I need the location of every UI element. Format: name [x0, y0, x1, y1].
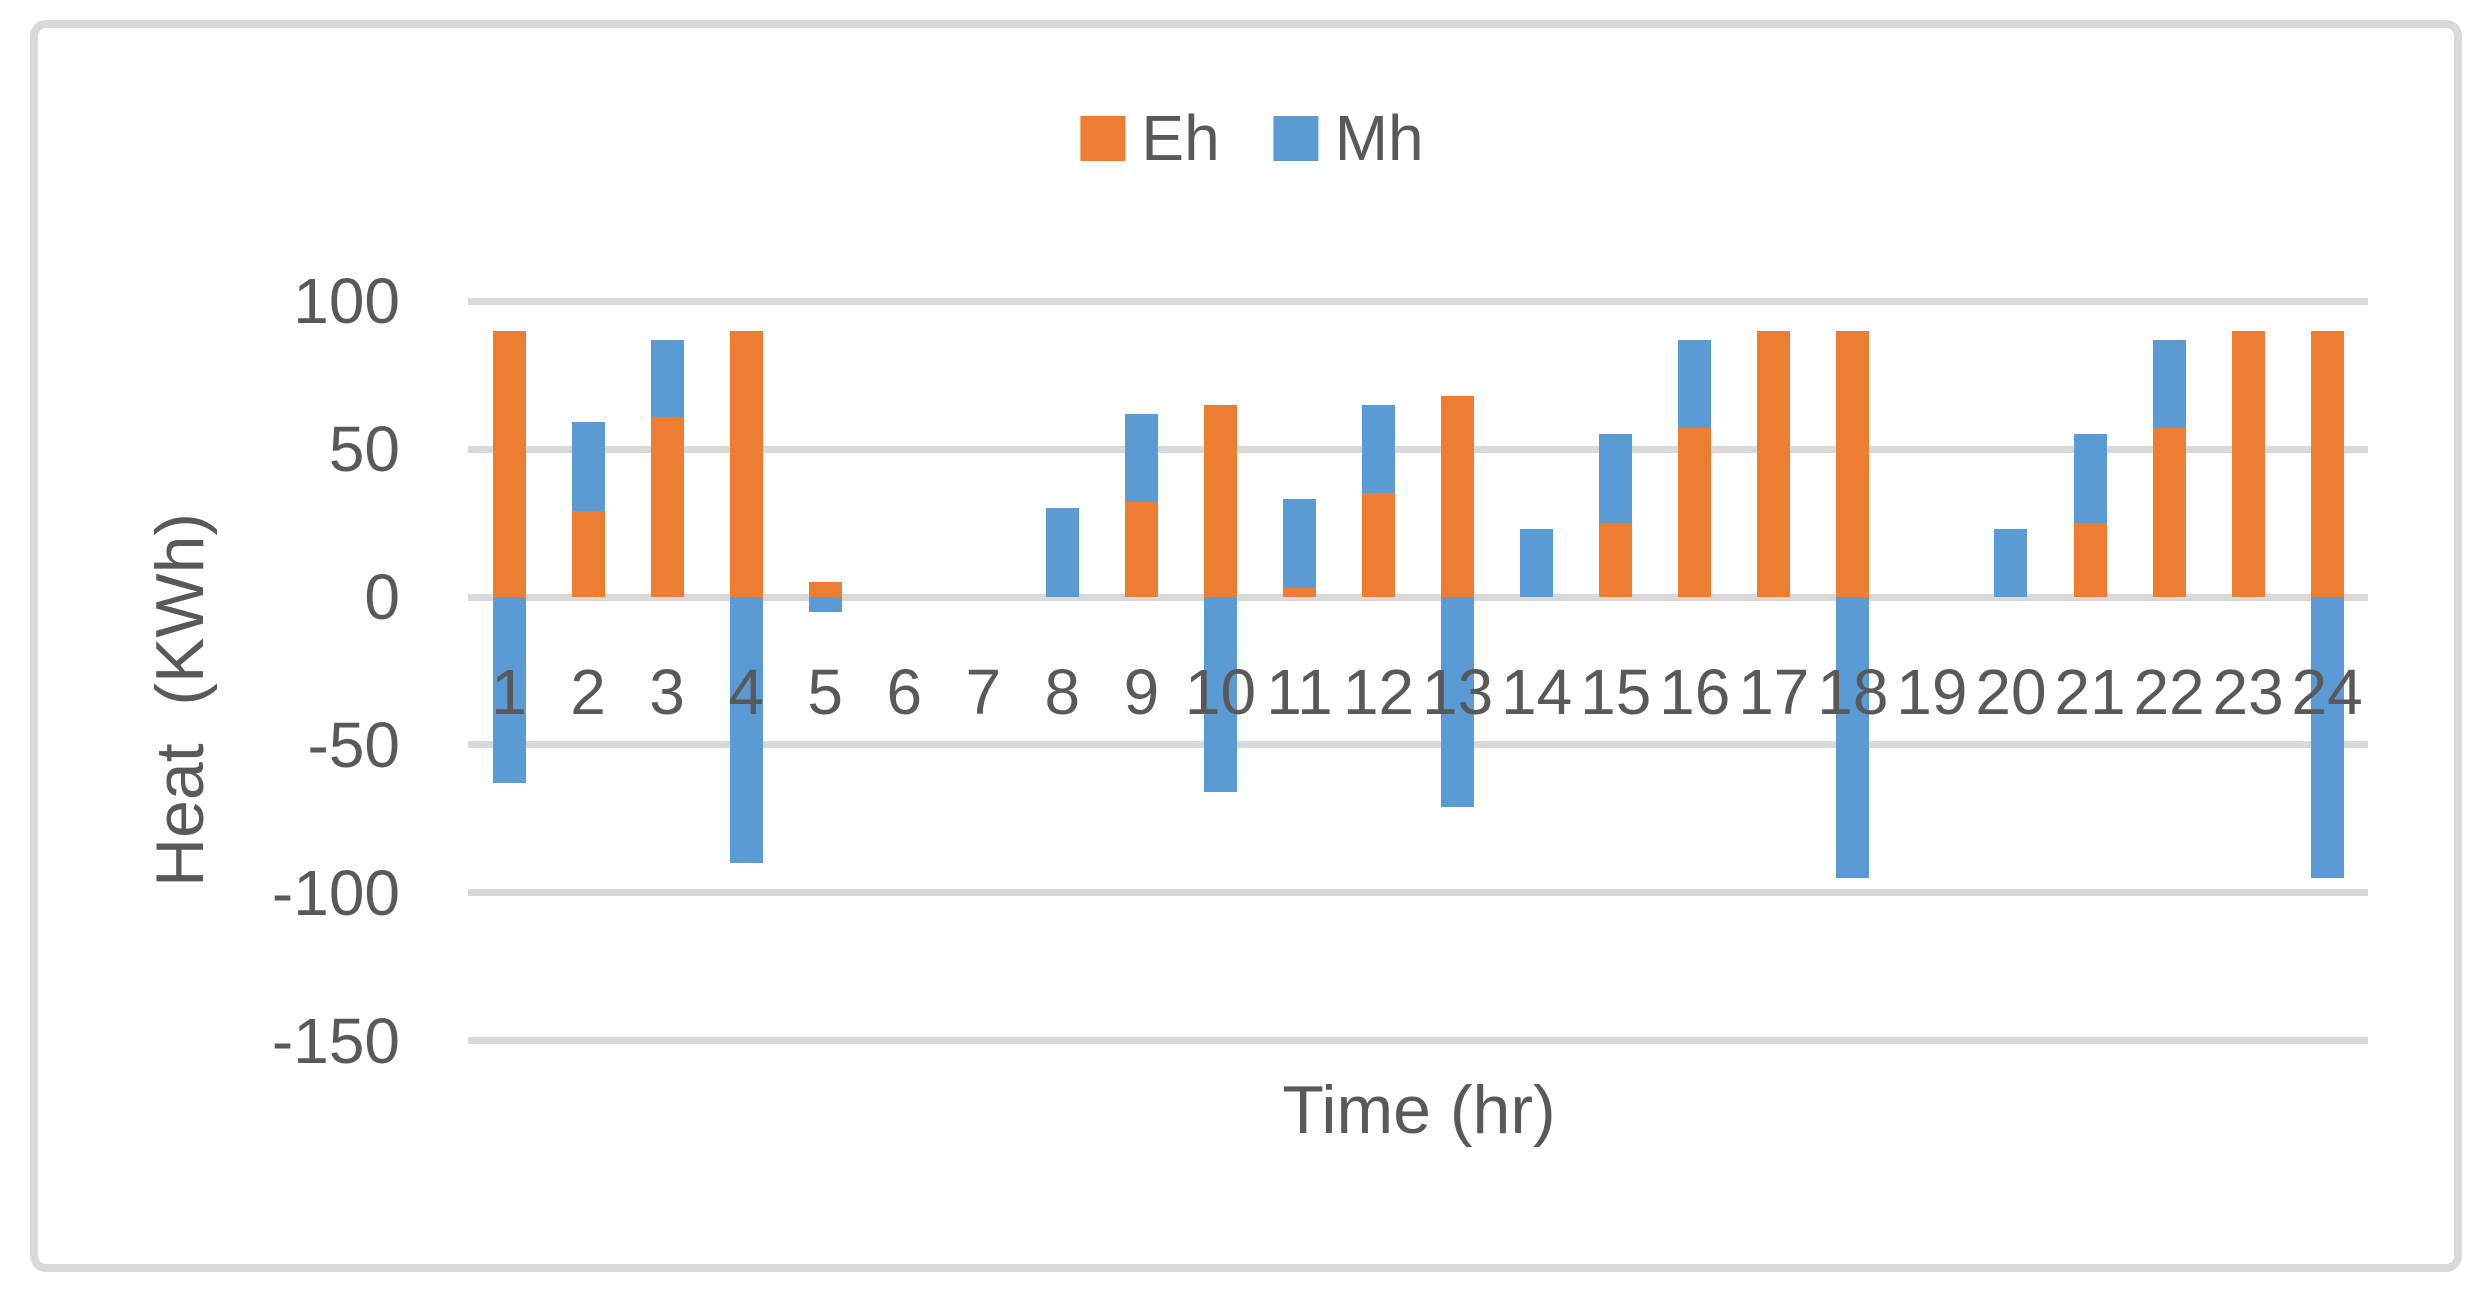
y-tick--100: -100	[271, 856, 400, 929]
x-tick-13: 13	[1422, 656, 1494, 728]
bar-hour-21-eh	[2073, 523, 2107, 597]
gridline-50	[468, 445, 2368, 453]
bar-hour-1-eh	[492, 330, 526, 597]
chart-border	[30, 20, 2462, 1272]
bar-hour-23-eh	[2231, 330, 2265, 597]
x-tick-23: 23	[2212, 656, 2284, 728]
bar-hour-16-eh	[1678, 428, 1712, 597]
bar-hour-4-mh	[729, 597, 763, 864]
bar-hour-18-mh	[1836, 597, 1870, 878]
bar-hour-9-mh	[1124, 413, 1158, 503]
x-tick-17: 17	[1738, 656, 1810, 728]
gridline--150	[468, 1037, 2368, 1045]
x-tick-22: 22	[2133, 656, 2205, 728]
x-tick-3: 3	[649, 656, 685, 728]
x-tick-2: 2	[570, 656, 606, 728]
eh-legend-label: Eh	[1141, 102, 1220, 174]
x-tick-12: 12	[1342, 656, 1415, 728]
bar-hour-16-mh	[1678, 339, 1712, 429]
bar-hour-21-mh	[2073, 434, 2107, 524]
gridline-0	[468, 593, 2368, 601]
bar-hour-24-eh	[2310, 330, 2344, 597]
legend: Eh Mh	[1080, 102, 1424, 174]
bar-hour-18-eh	[1836, 330, 1870, 597]
legend-item-eh: Eh	[1080, 102, 1220, 174]
x-tick-24: 24	[2291, 656, 2363, 728]
bar-hour-15-eh	[1599, 523, 1633, 597]
x-tick-15: 15	[1580, 656, 1652, 728]
bar-hour-11-eh	[1283, 588, 1316, 597]
x-tick-8: 8	[1044, 656, 1081, 728]
bar-hour-2-eh	[571, 511, 605, 597]
bar-hour-8-mh	[1045, 508, 1079, 597]
y-tick-100: 100	[293, 265, 400, 338]
bar-hour-5-mh	[808, 597, 842, 612]
x-tick-1: 1	[491, 656, 527, 728]
x-tick-20: 20	[1975, 656, 2047, 728]
gridline--100	[468, 889, 2368, 897]
y-tick-50: 50	[328, 413, 400, 486]
bar-hour-1-mh	[492, 597, 526, 784]
x-tick-14: 14	[1501, 656, 1573, 728]
x-tick-5: 5	[807, 656, 843, 728]
bar-hour-22-mh	[2152, 339, 2186, 429]
mh-legend-label: Mh	[1334, 102, 1424, 174]
y-tick-0: 0	[364, 561, 400, 633]
bar-hour-12-eh	[1362, 493, 1396, 597]
legend-item-mh: Mh	[1273, 102, 1424, 174]
gridline-100	[468, 297, 2368, 305]
x-tick-19: 19	[1896, 656, 1968, 728]
y-axis-title: Heat (KWh)	[142, 512, 218, 888]
bar-hour-3-mh	[650, 339, 684, 417]
x-tick-6: 6	[886, 656, 923, 728]
x-tick-10: 10	[1184, 656, 1257, 728]
x-axis-title: Time (hr)	[1282, 1072, 1556, 1148]
mh-legend-swatch	[1273, 115, 1319, 161]
bar-hour-22-eh	[2152, 428, 2186, 597]
bar-hour-11-mh	[1283, 499, 1316, 589]
bar-hour-15-mh	[1599, 434, 1633, 524]
bar-hour-20-mh	[1994, 528, 2028, 597]
y-tick--50: -50	[307, 708, 401, 781]
bar-hour-2-mh	[571, 422, 605, 512]
bar-hour-9-eh	[1124, 502, 1158, 597]
bar-hour-14-mh	[1520, 528, 1554, 597]
bar-hour-13-mh	[1441, 597, 1475, 808]
x-tick-18: 18	[1817, 656, 1889, 728]
x-tick-4: 4	[728, 656, 764, 728]
bar-hour-10-eh	[1203, 404, 1237, 597]
x-tick-16: 16	[1659, 656, 1731, 728]
x-tick-9: 9	[1123, 656, 1160, 728]
bar-hour-17-eh	[1757, 330, 1791, 597]
bar-hour-4-eh	[729, 330, 763, 597]
bar-hour-10-mh	[1203, 597, 1237, 793]
x-tick-21: 21	[2054, 656, 2126, 728]
bar-hour-3-eh	[650, 416, 684, 597]
bar-hour-13-eh	[1441, 395, 1475, 597]
bar-hour-12-mh	[1362, 404, 1396, 494]
bar-hour-24-mh	[2310, 597, 2344, 878]
y-tick--150: -150	[271, 1004, 400, 1077]
gridline--50	[468, 741, 2368, 749]
x-tick-11: 11	[1266, 656, 1333, 728]
bar-hour-5-eh	[808, 582, 842, 597]
eh-legend-swatch	[1080, 115, 1126, 161]
x-tick-7: 7	[965, 656, 1002, 728]
